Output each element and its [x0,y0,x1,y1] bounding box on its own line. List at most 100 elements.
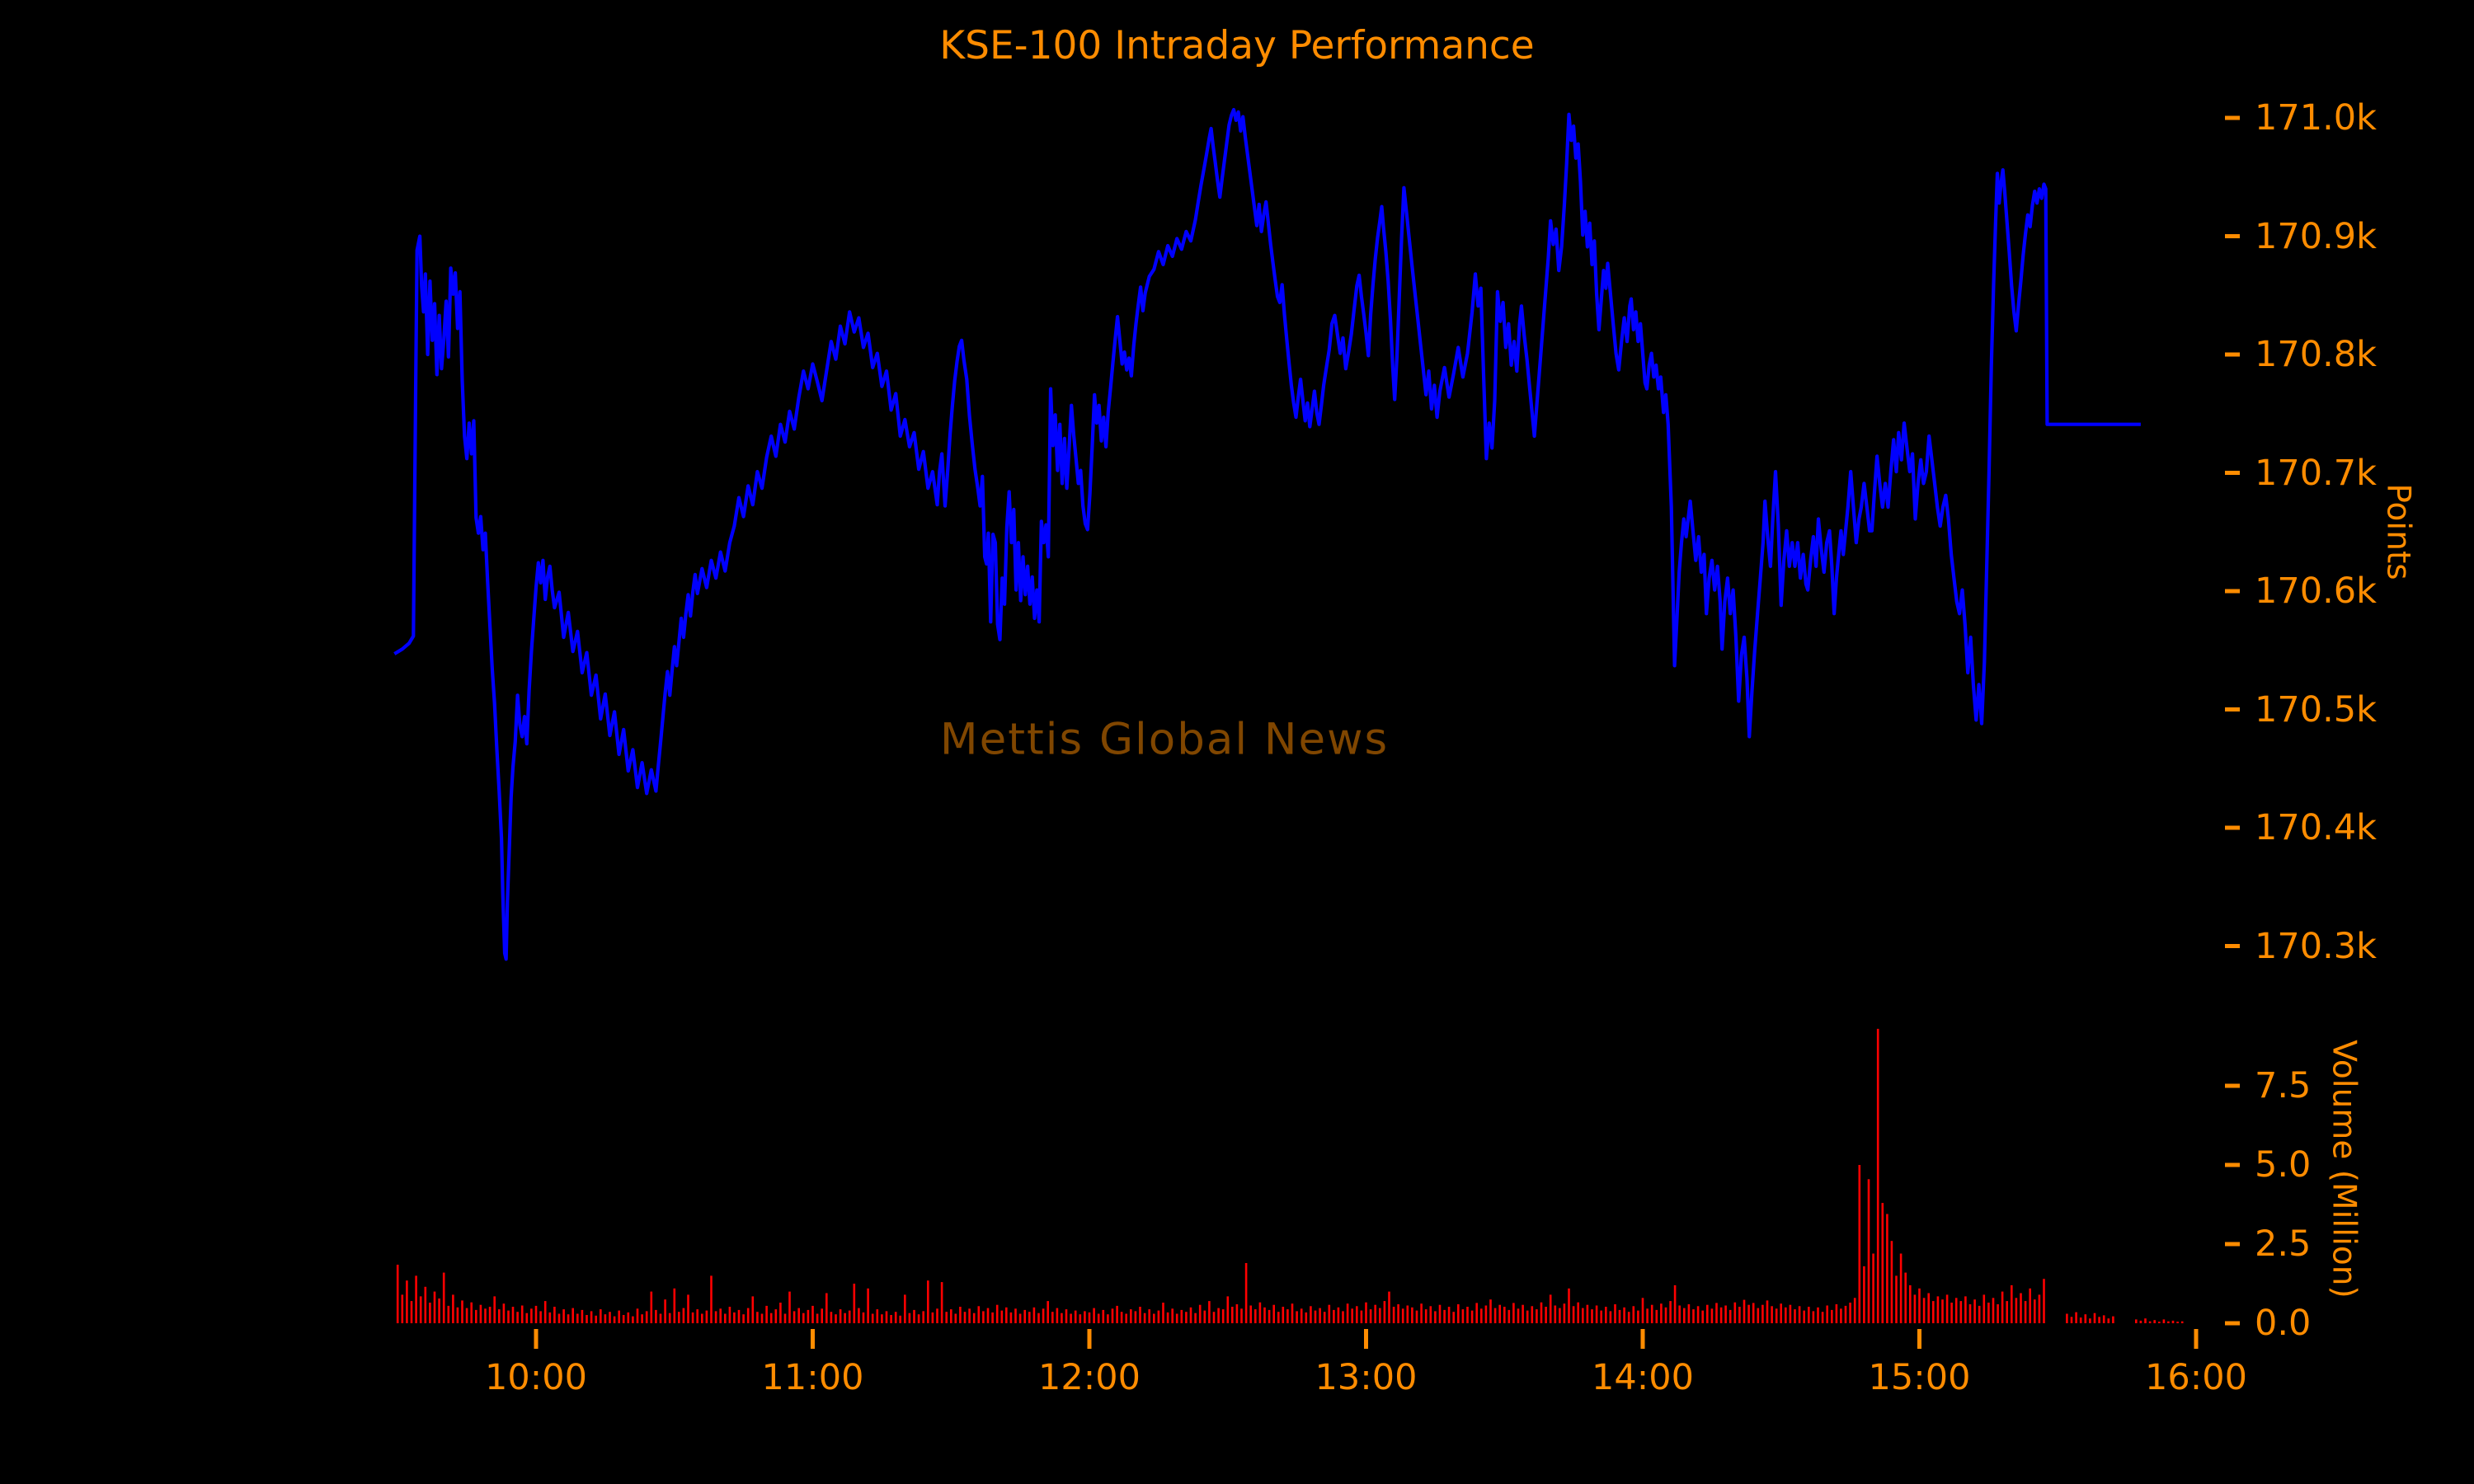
volume-bar [567,1314,570,1323]
volume-bar [1867,1179,1870,1323]
volume-bar [433,1291,436,1323]
volume-bar [1812,1311,1815,1323]
volume-bar [2112,1316,2114,1323]
volume-bar [1212,1312,1216,1323]
volume-bar [655,1309,657,1323]
volume-bar [1333,1309,1335,1323]
volume-bar [1886,1214,1888,1323]
volume-bar [1950,1303,1953,1323]
y-axis-tick-label: 170.5k [2255,688,2378,730]
volume-bar [645,1311,648,1323]
volume-bar [1577,1302,1579,1323]
volume-bar [1379,1308,1381,1323]
volume-bar [600,1309,602,1323]
volume-bar [1042,1308,1045,1323]
volume-bar [1070,1313,1072,1323]
volume-bar [788,1291,791,1323]
volume-bar [664,1299,666,1323]
volume-bar [452,1294,454,1323]
volume-bar [1074,1310,1077,1323]
volume-bar [2075,1312,2077,1323]
volume-bar [613,1316,616,1323]
volume-bar [1420,1303,1423,1323]
volume-bar [1623,1307,1625,1323]
volume-axis-tick-label: 5.0 [2255,1144,2312,1186]
volume-bar [1591,1309,1593,1323]
volume-bar [1913,1294,1917,1323]
volume-bar [553,1307,556,1323]
volume-bar [802,1313,805,1323]
volume-bar [1895,1275,1898,1323]
volume-bar [1559,1308,1561,1323]
volume-bar [760,1313,764,1323]
x-axis-tick-label: 10:00 [485,1357,587,1398]
volume-bar [1037,1313,1040,1323]
volume-bar [650,1291,653,1323]
volume-bar [1272,1304,1275,1323]
volume-bar [1936,1296,1940,1323]
volume-bar [520,1305,524,1323]
volume-bar [1835,1304,1838,1323]
volume-bar [1978,1305,1981,1323]
volume-bar [714,1311,717,1323]
volume-bar [701,1313,703,1323]
volume-bar [1157,1310,1160,1323]
volume-bar [1447,1307,1451,1323]
volume-bar [1009,1312,1013,1323]
volume-bar [908,1313,911,1323]
volume-bar [1356,1306,1358,1323]
volume-bar [724,1313,727,1323]
volume-bar [2102,1315,2105,1323]
volume-bar [1803,1310,1805,1323]
volume-bar [1470,1310,1474,1323]
volume-bar [1254,1309,1257,1323]
volume-bar [1761,1304,1764,1323]
volume-bar [1194,1313,1197,1323]
volume-bar [1438,1304,1442,1323]
points-axis-label: Points [2379,483,2417,580]
volume-bar [632,1316,634,1323]
volume-bar [1526,1310,1529,1323]
volume-bar [1941,1299,1944,1323]
volume-bar [595,1315,597,1323]
volume-bar [659,1313,662,1323]
volume-bar [894,1312,897,1323]
volume-bar [950,1309,952,1323]
volume-bar [1383,1301,1386,1323]
volume-bar [1747,1304,1750,1323]
volume-bar [2001,1291,2004,1323]
volume-bar [2006,1301,2008,1323]
volume-bar [1641,1298,1644,1323]
volume-bar [1258,1302,1262,1323]
volume-bar [1005,1307,1008,1323]
volume-bar [1863,1266,1865,1323]
volume-bar [728,1307,731,1323]
volume-bar [931,1312,934,1323]
volume-bar [2162,1319,2166,1323]
volume-axis-tick-marks [2225,1083,2240,1326]
volume-bar [1586,1304,1589,1323]
volume-bar [1319,1308,1321,1323]
volume-bar [1808,1307,1810,1323]
volume-bar [2011,1284,2013,1323]
volume-bar [498,1309,501,1323]
volume-bar [769,1313,773,1323]
volume-bar [604,1314,607,1323]
volume-bar [1858,1165,1861,1323]
volume-bar [479,1304,482,1323]
volume-bar [751,1296,755,1323]
volume-bar [1116,1305,1118,1323]
volume-bar [783,1313,787,1323]
volume-bar [779,1303,782,1323]
volume-bar [696,1309,698,1323]
volume-bar [1517,1308,1520,1323]
volume-bar [2043,1279,2045,1323]
volume-bar [1678,1305,1681,1323]
volume-axis-tick-label: 0.0 [2255,1303,2312,1344]
y-axis-tick-label: 170.9k [2255,215,2378,257]
volume-bar [1392,1307,1395,1323]
volume-bar [424,1286,427,1323]
volume-bar [1554,1305,1557,1323]
volume-bar [2070,1317,2073,1323]
volume-bar [986,1308,990,1323]
